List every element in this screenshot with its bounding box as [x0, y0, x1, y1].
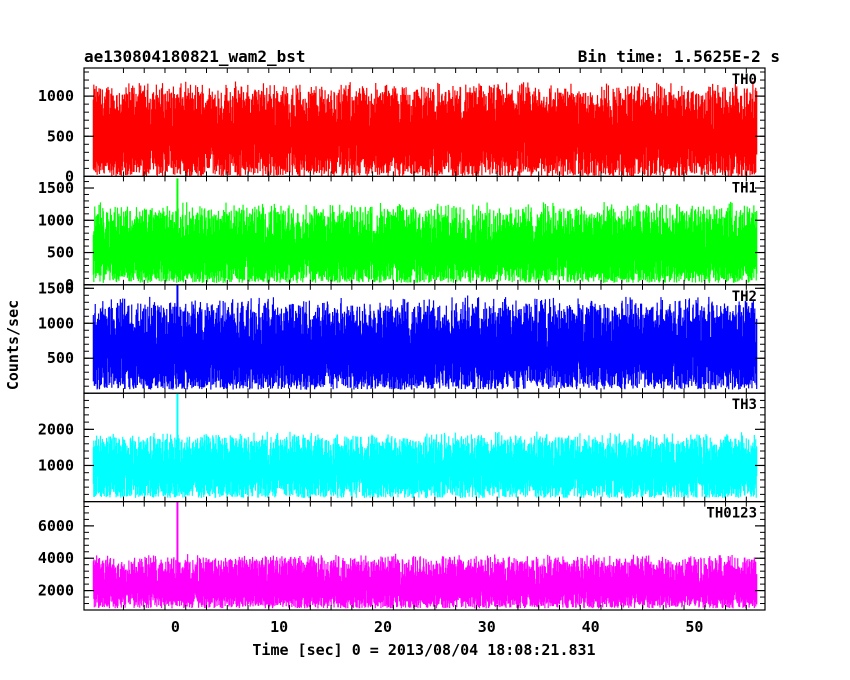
y-tick-label: 1000 [38, 314, 74, 332]
x-tick-label: 50 [685, 618, 703, 636]
y-tick-label: 4000 [38, 549, 74, 567]
panel-th1: 0 500 1000 1500 TH1 [38, 175, 766, 294]
band-label-th2: TH2 [732, 289, 757, 305]
y-tick-label: 6000 [38, 517, 74, 535]
x-tick-label: 30 [478, 618, 496, 636]
panel-th2: 500 1000 1500 TH2 [38, 279, 766, 394]
trace-th3 [92, 431, 758, 498]
trace-th0 [92, 80, 758, 177]
panels-group: 0 500 1000 TH0 0 500 1000 1500 TH1 500 1000 1500 TH2… [38, 67, 766, 611]
chart-title: ae130804180821_wam2_bst [84, 47, 306, 66]
y-tick-label: 500 [47, 127, 74, 145]
x-tick-label: 10 [270, 618, 288, 636]
panel-th3: 1000 2000 TH3 [38, 392, 766, 503]
bin-time-label: Bin time: 1.5625E-2 s [578, 47, 780, 66]
x-axis: 0 10 20 30 40 50 [171, 618, 704, 636]
y-tick-label: 1000 [38, 456, 74, 474]
panel-th0: 0 500 1000 TH0 [38, 67, 766, 185]
x-tick-label: 0 [171, 618, 180, 636]
y-tick-label: 500 [47, 244, 74, 262]
x-tick-label: 40 [582, 618, 600, 636]
trace-th0123 [92, 553, 758, 609]
y-tick-label: 2000 [38, 582, 74, 600]
y-tick-label: 2000 [38, 420, 74, 438]
trace-th2 [92, 295, 758, 390]
band-label-th3: TH3 [732, 397, 757, 413]
band-label-th0: TH0 [732, 72, 757, 88]
y-tick-label: 0 [65, 167, 74, 185]
band-label-th1: TH1 [732, 180, 757, 196]
y-tick-label: 0 [65, 276, 74, 294]
panel-frame [83, 501, 766, 611]
y-axis-label: Counts/sec [4, 300, 22, 390]
x-axis-label: Time [sec] 0 = 2013/08/04 18:08:21.831 [252, 641, 595, 659]
y-tick-label: 500 [47, 349, 74, 367]
trace-th1 [92, 201, 758, 283]
y-tick-label: 1500 [38, 179, 74, 197]
band-label-th0123: TH0123 [706, 506, 757, 522]
x-tick-label: 20 [374, 618, 392, 636]
y-tick-label: 1500 [38, 279, 74, 297]
panel-th0123: 2000 4000 6000 TH0123 [38, 501, 766, 611]
y-tick-label: 1000 [38, 87, 74, 105]
y-tick-label: 1000 [38, 211, 74, 229]
